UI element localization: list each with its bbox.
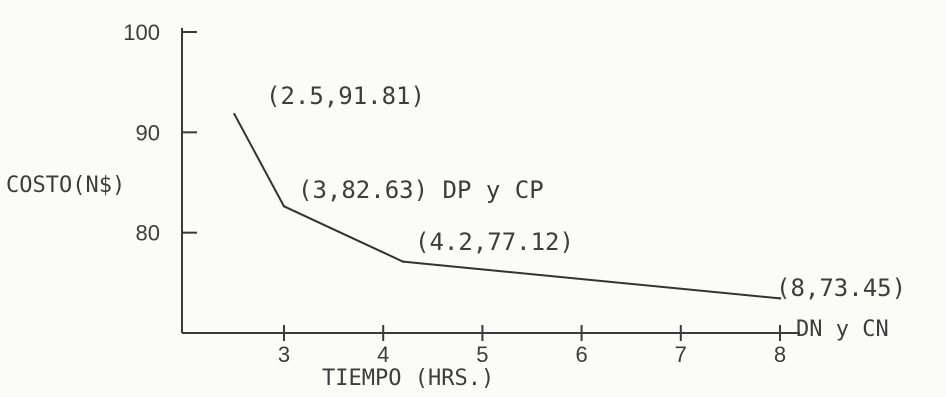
x-tick-label: 5 [476, 342, 488, 367]
annotation-point-1: (2.5,91.81) [266, 82, 425, 110]
x-tick-label: 7 [675, 342, 687, 367]
x-tick-label: 6 [575, 342, 587, 367]
y-tick-label: 80 [136, 221, 160, 246]
annotation-dn-cn: DN y CN [796, 317, 889, 342]
data-point [233, 112, 236, 116]
data-point [401, 260, 405, 263]
annotation-point-2: (3,82.63) DP y CP [298, 176, 544, 204]
y-ticks: 80 90 100 [123, 20, 197, 246]
x-tick-label: 4 [377, 342, 389, 367]
y-axis-label: COSTO(N$) [6, 173, 125, 198]
y-tick-label: 90 [136, 120, 160, 145]
x-ticks: 3 4 5 6 7 8 [278, 325, 786, 367]
data-point [282, 205, 286, 208]
x-tick-label: 8 [774, 342, 786, 367]
y-tick-label: 100 [123, 20, 160, 45]
x-axis-label: TIEMPO (HRS.) [322, 366, 494, 391]
annotation-point-4: (8,73.45) [776, 274, 906, 302]
series-line [233, 113, 781, 300]
data-point [778, 297, 782, 300]
data-points [233, 112, 782, 300]
x-tick-label: 3 [278, 342, 290, 367]
annotation-point-3: (4.2,77.12) [415, 228, 574, 256]
